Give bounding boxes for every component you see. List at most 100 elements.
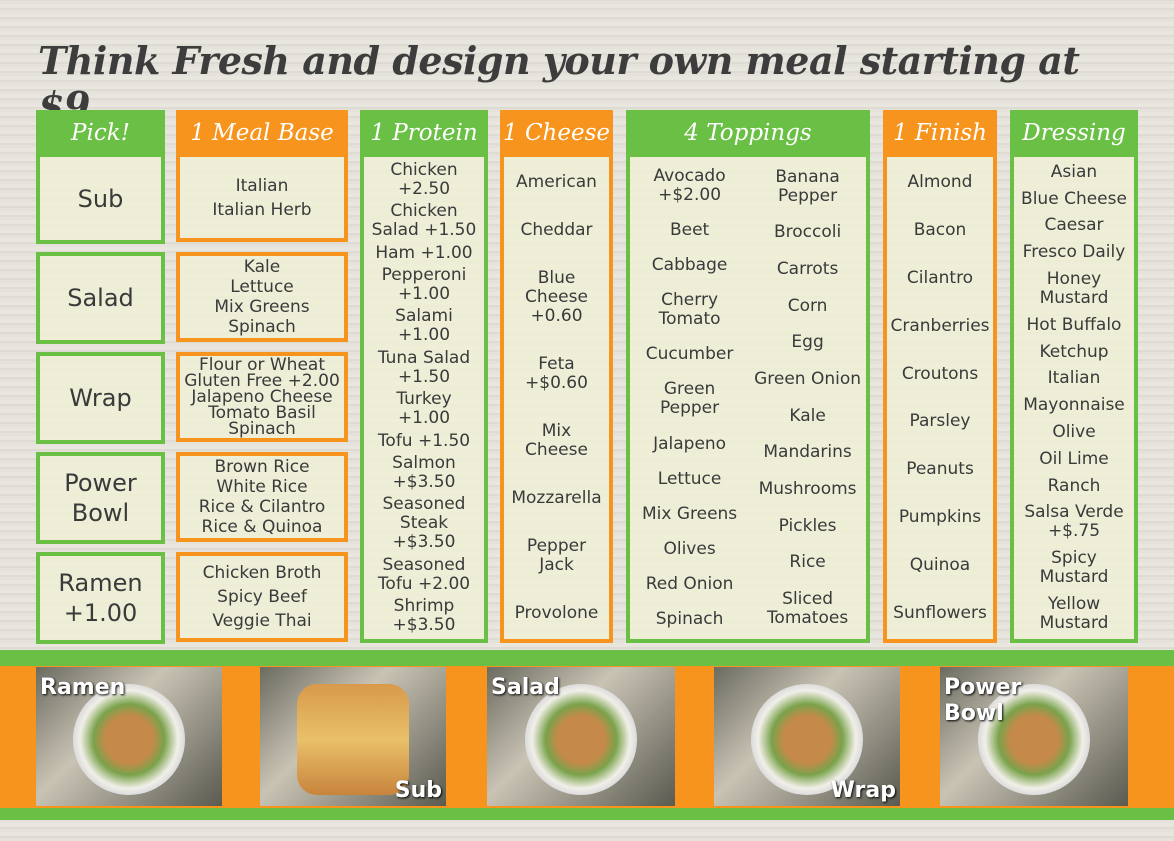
toppings-list: Avocado +$2.00 Beet Cabbage Cherry Tomato Cu… xyxy=(626,153,870,643)
menu-item: Olive xyxy=(1052,422,1096,443)
menu-item: Hot Buffalo xyxy=(1026,314,1122,335)
header-meal-base: 1 Meal Base xyxy=(176,110,348,155)
meal-base-item: Italian xyxy=(235,175,289,196)
photo-ramen: Ramen xyxy=(36,667,222,806)
meal-base-item: Spinach xyxy=(228,419,296,439)
menu-item: Cabbage xyxy=(651,255,728,276)
meal-base-item: Mix Greens xyxy=(214,297,310,317)
menu-item: Salmon +$3.50 xyxy=(392,452,456,492)
header-protein: 1 Protein xyxy=(360,110,488,155)
meal-base-item: Italian Herb xyxy=(212,199,312,220)
menu-item: Carrots xyxy=(776,259,839,280)
menu-item: Salami +1.00 xyxy=(395,306,453,346)
menu-item: Asian xyxy=(1050,161,1098,182)
meal-base-item: Chicken Broth xyxy=(202,563,322,583)
menu-item: Chicken +2.50 xyxy=(390,159,458,199)
pick-option: Salad xyxy=(36,252,165,344)
menu-item: Corn xyxy=(787,295,828,316)
meal-base-item: Spicy Beef xyxy=(217,587,307,607)
menu-item: Mushrooms xyxy=(758,479,857,500)
menu-item: Jalapeno xyxy=(653,433,727,454)
menu-item: Peanuts xyxy=(906,459,974,480)
menu-item: Yellow Mustard xyxy=(1039,594,1109,634)
toppings-right-column: Banana Pepper Broccoli Carrots Corn Egg Green… xyxy=(749,159,866,637)
menu-item: Blue Cheese xyxy=(1021,188,1127,209)
menu-item: Mix Greens xyxy=(641,503,738,524)
green-stripe-top xyxy=(0,650,1174,666)
menu-item: Shrimp +$3.50 xyxy=(392,596,456,636)
menu-item: Sliced Tomatoes xyxy=(766,589,849,629)
protein-list: Chicken +2.50 Chicken Salad +1.50 Ham +1.0… xyxy=(360,153,488,643)
meal-base-group: Flour or Wheat Gluten Free +2.00 Jalapeno … xyxy=(176,352,348,442)
meal-base-item: Rice & Cilantro xyxy=(198,497,326,517)
menu-item: Caesar xyxy=(1044,215,1104,236)
meal-base-group: Chicken Broth Spicy Beef Veggie Thai xyxy=(176,552,348,642)
photo-wrap: Wrap xyxy=(714,667,900,806)
dressing-list: Asian Blue Cheese Caesar Fresco Daily Honey … xyxy=(1010,153,1138,643)
menu-item: Cucumber xyxy=(645,344,734,365)
menu-item: Beet xyxy=(669,220,710,241)
menu-item: Cranberries xyxy=(890,315,990,336)
header-pick: Pick! xyxy=(36,110,165,155)
menu-title: Think Fresh and design your own meal sta… xyxy=(38,38,1080,128)
menu-item: Red Onion xyxy=(645,573,734,594)
pick-option: Power Bowl xyxy=(36,452,165,544)
menu-item: Feta +$0.60 xyxy=(525,354,588,394)
menu-item: Kale xyxy=(789,405,826,426)
menu-item: Pepperoni +1.00 xyxy=(381,264,467,304)
menu-item: Parsley xyxy=(909,411,971,432)
meal-base-group: Brown Rice White Rice Rice & Cilantro Rice … xyxy=(176,452,348,542)
meal-base-group: Italian Italian Herb xyxy=(176,153,348,242)
menu-item: Honey Mustard xyxy=(1039,269,1109,309)
menu-item: Green Onion xyxy=(754,369,862,390)
menu-item: Blue Cheese +0.60 xyxy=(525,268,588,327)
photo-sub: Sub xyxy=(260,667,446,806)
header-cheese: 1 Cheese xyxy=(500,110,613,155)
toppings-left-column: Avocado +$2.00 Beet Cabbage Cherry Tomato Cu… xyxy=(630,159,749,637)
pick-option: Ramen +1.00 xyxy=(36,552,165,644)
menu-item: Spicy Mustard xyxy=(1039,548,1109,588)
menu-item: Salsa Verde +$.75 xyxy=(1024,502,1124,542)
meal-base-item: Kale xyxy=(243,257,281,277)
menu-item: Broccoli xyxy=(773,222,842,243)
menu-item: Seasoned Steak +$3.50 xyxy=(382,494,466,553)
menu-item: Spinach xyxy=(655,608,724,629)
menu-item: Sunflowers xyxy=(893,602,987,623)
menu-item: Almond xyxy=(907,172,973,193)
menu-item: Turkey +1.00 xyxy=(396,389,452,429)
header-dressing: Dressing xyxy=(1010,110,1138,155)
photo-power-bowl: Power Bowl xyxy=(940,667,1128,806)
meal-base-item: Lettuce xyxy=(230,277,294,297)
green-stripe-bottom xyxy=(0,808,1174,820)
menu-item: Mandarins xyxy=(763,442,852,463)
meal-base-item: Spinach xyxy=(228,317,296,337)
pick-option: Sub xyxy=(36,153,165,244)
menu-item: Banana Pepper xyxy=(775,166,840,206)
photo-label: Power Bowl xyxy=(944,675,1022,726)
menu-item: Croutons xyxy=(901,363,979,384)
header-toppings: 4 Toppings xyxy=(626,110,870,155)
pick-label: Wrap xyxy=(69,384,132,412)
menu-item: Egg xyxy=(791,332,824,353)
menu-item: Italian xyxy=(1047,368,1101,389)
menu-item: Cilantro xyxy=(906,267,974,288)
menu-item: Avocado +$2.00 xyxy=(653,166,726,206)
meal-base-item: White Rice xyxy=(216,477,308,497)
pick-label: Ramen +1.00 xyxy=(58,569,143,627)
photo-label: Ramen xyxy=(40,675,126,700)
menu-item: Seasoned Tofu +2.00 xyxy=(377,554,471,594)
pick-label: Power Bowl xyxy=(64,469,137,527)
pick-label: Sub xyxy=(77,184,124,213)
menu-item: Olives xyxy=(663,538,716,559)
menu-item: Pepper Jack xyxy=(526,535,587,575)
menu-item: Mix Cheese xyxy=(525,420,588,460)
meal-base-item: Veggie Thai xyxy=(212,611,312,631)
menu-item: Tuna Salad +1.50 xyxy=(377,347,471,387)
meal-base-item: Brown Rice xyxy=(214,457,310,477)
pick-label: Salad xyxy=(67,284,134,312)
meal-base-group: Kale Lettuce Mix Greens Spinach xyxy=(176,252,348,342)
menu-item: Ham +1.00 xyxy=(375,242,473,263)
menu-item: Mozzarella xyxy=(511,487,602,508)
meal-base-item: Jalapeno Cheese xyxy=(191,387,333,407)
menu-item: Ketchup xyxy=(1039,341,1109,362)
